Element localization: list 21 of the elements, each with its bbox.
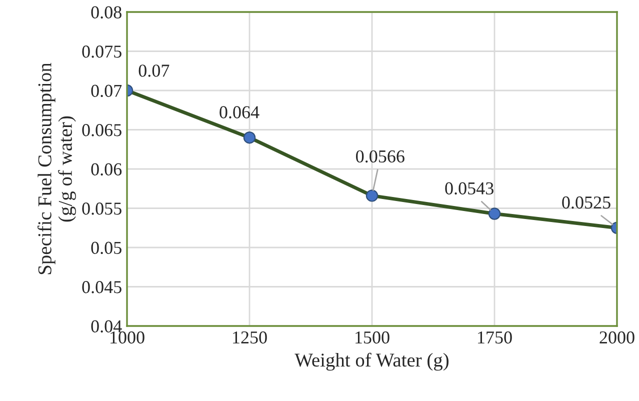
data-label: 0.07 bbox=[138, 64, 170, 77]
y-tick-label: 0.065 bbox=[82, 124, 122, 136]
x-tick-label: 1250 bbox=[233, 331, 267, 344]
y-tick-label: 0.045 bbox=[82, 281, 122, 294]
x-tick-label: 1750 bbox=[478, 331, 512, 344]
y-axis-title: Specific Fuel Consumption (g/g of water) bbox=[38, 62, 76, 274]
data-label: 0.064 bbox=[220, 106, 260, 118]
x-axis-title: Weight of Water (g) bbox=[294, 352, 449, 371]
y-tick-label: 0.04 bbox=[91, 320, 122, 333]
data-label: 0.0525 bbox=[562, 196, 610, 209]
y-tick-label: 0.08 bbox=[91, 6, 122, 19]
data-label: 0.0543 bbox=[445, 182, 494, 195]
x-tick-label: 1000 bbox=[110, 331, 144, 344]
y-tick-label: 0.055 bbox=[82, 202, 122, 215]
y-tick-label: 0.06 bbox=[91, 163, 122, 176]
x-tick-label: 1500 bbox=[356, 331, 390, 344]
y-tick-label: 0.075 bbox=[82, 46, 122, 58]
x-tick-label: 2000 bbox=[600, 331, 634, 344]
y-tick-label: 0.07 bbox=[91, 84, 122, 98]
data-label: 0.0566 bbox=[356, 150, 404, 163]
y-tick-label: 0.05 bbox=[91, 242, 122, 254]
